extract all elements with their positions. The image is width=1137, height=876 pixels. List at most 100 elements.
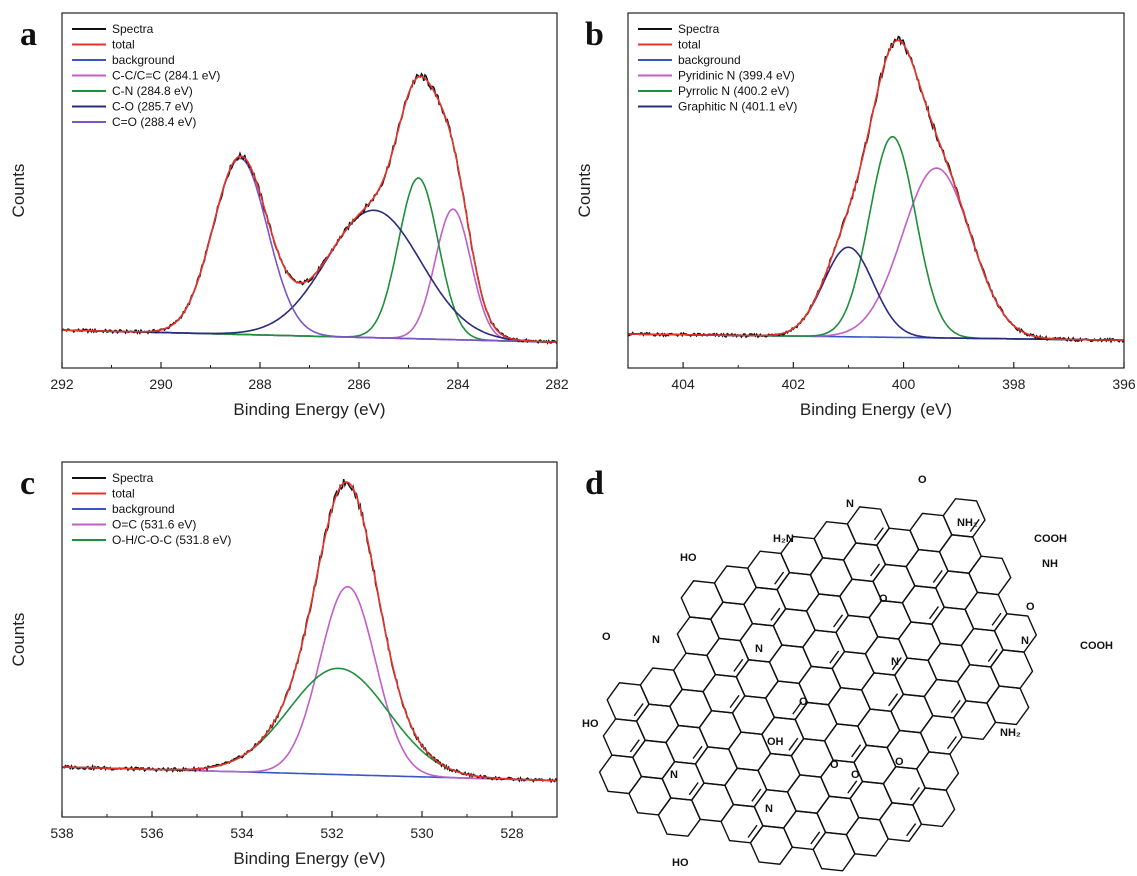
legend-label-a-2: background (112, 53, 175, 67)
double-bond (829, 650, 840, 664)
legend-label-b-1: total (678, 38, 701, 52)
hexagon-ring (938, 534, 983, 574)
label-epoxide-o-top: O (918, 474, 927, 486)
double-bond (873, 527, 884, 541)
label-nh: NH (1042, 558, 1058, 570)
plot-area-b (628, 35, 1124, 344)
double-bond (788, 737, 799, 751)
double-bond (751, 788, 762, 802)
hexagon-ring (986, 685, 1030, 726)
x-tick-label-c-538: 538 (50, 825, 74, 841)
double-bond (891, 657, 902, 671)
axes-frame-b (627, 12, 1125, 369)
hexagon-lattice (598, 497, 1038, 872)
panel-letter-c: c (20, 465, 35, 502)
label-carbonyl-center: O (799, 696, 808, 708)
double-bond (909, 786, 920, 801)
label-hydroxyl-bottom: HO (672, 857, 689, 869)
series-a-c-o-288-4-ev (62, 157, 557, 343)
series-b-graphitic-n-401-1-ev (628, 246, 1124, 341)
panel-letter-d: d (585, 465, 604, 502)
double-bond (629, 739, 640, 753)
label-carboxyl-right: COOH (1080, 640, 1113, 652)
double-bond (692, 745, 703, 759)
series-a-c-n-284-8-ev (62, 177, 557, 343)
panel-letter-a: a (20, 16, 37, 53)
hexagon-ring (968, 555, 1012, 596)
y-axis-title-a: Counts (9, 164, 28, 218)
label-hydroxyl-center: OH (767, 736, 784, 748)
legend-label-b-5: Graphitic N (401.1 eV) (678, 100, 797, 114)
legend-label-b-4: Pyrrolic N (400.2 eV) (678, 84, 789, 98)
label-carbonyl-left: O (602, 631, 611, 643)
x-axis-title-a: Binding Energy (eV) (233, 400, 385, 419)
label-hydroxyl-left: HO (582, 718, 599, 730)
double-bond (833, 614, 844, 628)
double-bond (928, 606, 939, 620)
x-tick-label-c-532: 532 (320, 825, 344, 841)
double-bond (870, 563, 881, 577)
legend-label-c-0: Spectra (112, 471, 154, 485)
chart-b: 404 402 400 398 396 Binding Energy (eV) Counts… (575, 12, 1136, 419)
double-bond (946, 736, 957, 750)
hexagon-ring (915, 751, 960, 791)
hexagon-ring (912, 787, 956, 828)
legend-label-c-1: total (112, 487, 135, 501)
double-bond (792, 701, 803, 715)
hexagon-ring (993, 613, 1038, 653)
label-carbonyl-right: O (1026, 601, 1035, 613)
series-a-c-o-285-7-ev (62, 209, 557, 343)
x-axis-title-c: Binding Energy (eV) (233, 849, 385, 868)
x-tick-label-b-398: 398 (1002, 376, 1026, 392)
double-bond (733, 658, 744, 672)
label-n-center-left: N (755, 643, 763, 655)
double-bond (851, 744, 862, 758)
legend-label-a-6: C=O (288.4 eV) (112, 115, 196, 129)
chart-a: 292 290 288 286 284 282 Binding Energy (eV) Cou… (9, 12, 569, 419)
nitrogen-doped-graphene-structure: O N H₂N NH₂ COOH NH HO O O O N N N COOH … (582, 474, 1113, 872)
y-axis-title-b: Counts (575, 164, 594, 218)
label-n-center: N (891, 656, 899, 668)
x-axis-title-b: Binding Energy (eV) (800, 400, 952, 419)
legend-label-b-3: Pyridinic N (399.4 eV) (678, 69, 795, 83)
legend-label-a-5: C-O (285.7 eV) (112, 100, 193, 114)
legend-label-b-0: Spectra (678, 22, 720, 36)
label-epoxide-o-lower: O (830, 759, 839, 771)
double-bond (950, 699, 961, 713)
double-bond (747, 824, 758, 838)
x-tick-label-c-536: 536 (140, 825, 164, 841)
double-bond (688, 782, 699, 796)
double-bond (770, 607, 781, 621)
hexagon-ring (964, 591, 1008, 632)
double-bond (774, 571, 785, 585)
double-bond (987, 648, 998, 663)
x-tick-label-a-288: 288 (248, 376, 272, 392)
legend-label-c-4: O-H/C-O-C (531.8 eV) (112, 533, 231, 547)
panel-letter-b: b (585, 16, 604, 53)
double-bond (810, 831, 821, 845)
x-tick-label-a-290: 290 (149, 376, 173, 392)
axes-frame-c (61, 461, 558, 818)
label-carbonyl-bottom-right: O (895, 756, 904, 768)
hexagon-ring (846, 506, 891, 546)
x-tick-label-b-400: 400 (892, 376, 916, 392)
double-bond (906, 823, 917, 837)
label-n-left: N (652, 634, 660, 646)
legend-label-a-4: C-N (284.8 eV) (112, 84, 193, 98)
series-c-total (62, 481, 557, 782)
double-bond (729, 694, 740, 709)
x-tick-label-a-286: 286 (347, 376, 371, 392)
label-epoxide-o-middle: O (879, 593, 888, 605)
label-n-bottom: N (765, 803, 773, 815)
x-tick-label-a-292: 292 (50, 376, 74, 392)
legend-label-c-3: O=C (531.6 eV) (112, 518, 196, 532)
x-tick-label-a-282: 282 (545, 376, 569, 392)
x-tick-label-b-404: 404 (671, 376, 695, 392)
label-epoxide-o-bottom: O (851, 769, 860, 781)
y-axis-title-c: Counts (9, 613, 28, 667)
x-tick-label-a-284: 284 (446, 376, 470, 392)
double-bond (633, 703, 644, 717)
